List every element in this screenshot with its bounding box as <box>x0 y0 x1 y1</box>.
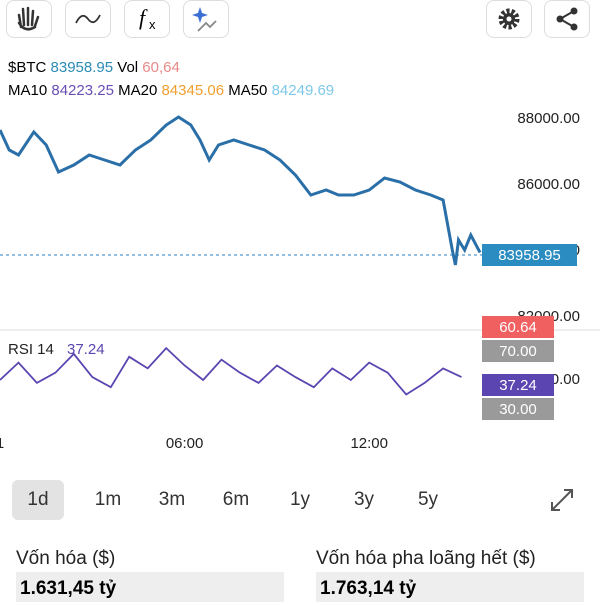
x-tick-label: 06:00 <box>166 435 204 452</box>
range-button[interactable]: 1m <box>94 489 122 510</box>
y-tick-label: 86000.00 <box>517 176 580 193</box>
icon <box>75 14 101 24</box>
price-tag-label: 83958.95 <box>498 247 561 264</box>
icon-f: f <box>139 5 146 30</box>
range-bar: 1d 1m 3m 6m 1y 3y 5y <box>12 480 460 520</box>
legend-row: $BTC 83958.95 Vol 60,64 <box>8 59 180 76</box>
icon <box>551 489 573 511</box>
price-tag <box>482 398 554 420</box>
price-tag-label: 30.00 <box>499 401 537 418</box>
rsi-value: 37.24 <box>67 341 105 358</box>
settings[interactable] <box>486 0 532 38</box>
ai-tool[interactable] <box>183 0 229 38</box>
icon <box>192 7 217 32</box>
price-tag <box>482 244 577 266</box>
price: 83958.95 <box>50 59 114 76</box>
ma20-label: MA20 <box>118 82 158 99</box>
icon <box>498 8 520 30</box>
ma10: 84223.25 <box>51 82 114 99</box>
price-tag-label: 70.00 <box>499 343 537 360</box>
price-tag <box>482 340 554 362</box>
range-button[interactable]: 5y <box>417 489 439 510</box>
ma20: 84345.06 <box>161 82 225 99</box>
ma10-label: MA10 <box>8 82 48 99</box>
y-tick-label: 88000.00 <box>517 110 580 127</box>
range-button[interactable]: 1y <box>289 489 311 510</box>
range-button[interactable]: 3m <box>158 489 186 510</box>
price-tag-label: 37.24 <box>499 377 537 394</box>
line <box>0 346 462 396</box>
price-tag-label: 60.64 <box>499 319 537 336</box>
vol-label: Vol <box>117 59 139 76</box>
chart: 82000.0084000.0086000.0088000.00106:0012… <box>0 110 600 452</box>
line <box>0 115 482 266</box>
legend-row: MA10 84223.25 MA20 84345.06 MA50 84249.6… <box>8 82 334 99</box>
line-tool[interactable] <box>65 0 111 38</box>
expand[interactable] <box>540 482 586 520</box>
range-button[interactable]: 3y <box>353 489 375 510</box>
range-button[interactable]: 6m <box>222 489 250 510</box>
rsi-title: RSI 14 <box>8 341 54 358</box>
vol: 60,64 <box>142 59 180 76</box>
stat-label: Vốn hóa ($) <box>16 548 116 569</box>
range-button[interactable]: 1d <box>12 480 64 520</box>
price-tag <box>482 374 554 396</box>
x-tick-label: 12:00 <box>350 435 388 452</box>
stat-label: Vốn hóa pha loãng hết ($) <box>316 548 536 569</box>
x-tick-label: 1 <box>0 435 4 452</box>
icon <box>17 6 40 31</box>
ma50-label: MA50 <box>228 82 268 99</box>
price-tag <box>482 316 554 338</box>
symbol: $BTC <box>8 59 47 76</box>
share[interactable] <box>544 0 590 38</box>
hand-tool[interactable] <box>6 0 52 38</box>
ma50: 84249.69 <box>271 82 335 99</box>
stat-value: 1.763,14 tỷ <box>316 572 584 602</box>
stat-value: 1.631,45 tỷ <box>16 572 284 602</box>
icon-x: x <box>149 17 156 32</box>
icon <box>556 7 578 31</box>
